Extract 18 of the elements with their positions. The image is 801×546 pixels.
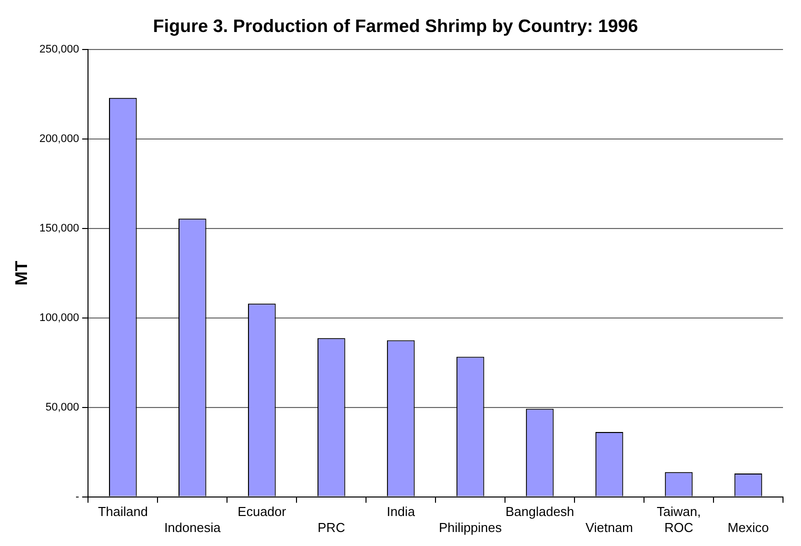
y-tick-label: 150,000: [39, 222, 80, 235]
y-tick-label: 100,000: [39, 312, 80, 324]
x-tick-label: PRC: [318, 520, 346, 535]
x-tick-label: Indonesia: [164, 520, 222, 535]
x-tick-label: Ecuador: [238, 504, 287, 520]
y-tick-label: 200,000: [39, 133, 80, 146]
x-tick-label: India: [386, 504, 416, 520]
x-tick-label: Taiwan, ROC: [656, 504, 701, 535]
x-tick-label: Philippines: [438, 520, 502, 535]
y-axis-title: MT: [12, 260, 31, 286]
y-tick-label: 50,000: [46, 401, 80, 414]
x-tick-label: Vietnam: [586, 520, 634, 535]
y-tick-label: 250,000: [39, 44, 80, 56]
y-tick-label: -: [75, 490, 80, 503]
chart-title: Figure 3. Production of Farmed Shrimp by Country: 1996: [152, 16, 638, 36]
x-tick-label: Mexico: [728, 520, 769, 535]
x-tick-label: Bangladesh: [505, 504, 574, 520]
x-tick-label: Thailand: [98, 504, 148, 520]
